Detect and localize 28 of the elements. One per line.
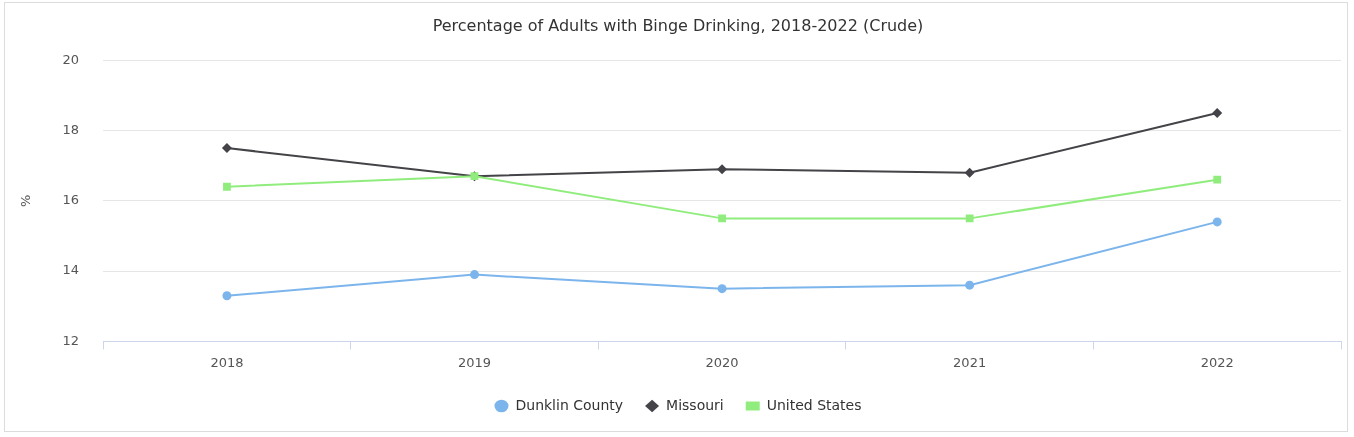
y-tick-label: 18 — [62, 121, 80, 137]
x-tick-label: 2018 — [210, 354, 244, 370]
legend-label: United States — [766, 396, 862, 413]
y-axis-title: % — [18, 194, 34, 207]
point — [1213, 175, 1222, 184]
point — [964, 167, 975, 178]
legend-label: Missouri — [666, 396, 724, 413]
point — [223, 182, 231, 191]
legend-label: Dunklin County — [515, 396, 624, 413]
point — [1212, 107, 1223, 118]
point — [717, 284, 727, 294]
point — [1212, 217, 1222, 227]
point — [221, 143, 232, 154]
x-tick-label: 2019 — [457, 354, 492, 370]
y-tick-label: 16 — [62, 192, 80, 208]
point — [718, 214, 726, 223]
x-tick-label: 2022 — [1200, 354, 1234, 370]
y-tick-label: 20 — [62, 51, 80, 67]
point — [965, 280, 975, 290]
point — [222, 291, 232, 301]
point — [470, 270, 479, 280]
point — [717, 164, 728, 175]
y-tick-label: 12 — [62, 332, 80, 348]
x-tick-label: 2021 — [953, 354, 987, 370]
x-tick-label: 2020 — [705, 354, 739, 370]
y-tick-label: 14 — [62, 262, 80, 278]
chart-title: Percentage of Adults with Binge Drinking, 2018-2022 (Crude) — [432, 15, 924, 35]
point — [965, 214, 974, 223]
